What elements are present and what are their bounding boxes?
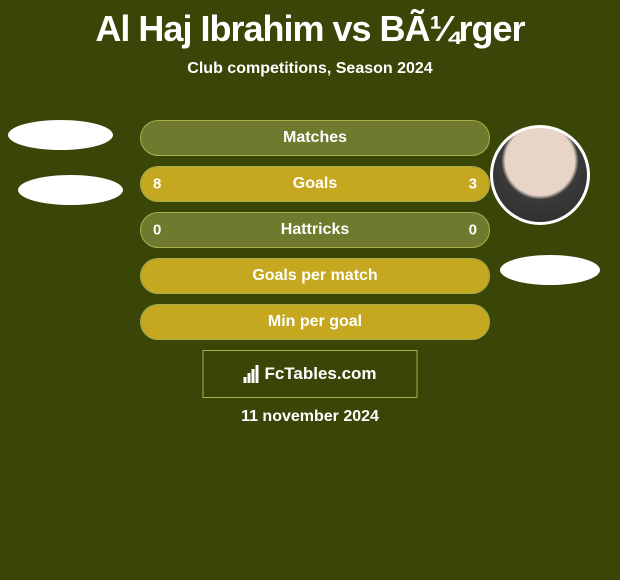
bar-value-right: 0 bbox=[469, 222, 477, 239]
bar-fill-left bbox=[141, 167, 374, 201]
bar-value-left: 0 bbox=[153, 222, 161, 239]
watermark: FcTables.com bbox=[203, 350, 418, 398]
bar-value-left: 8 bbox=[153, 176, 161, 193]
page-title: Al Haj Ibrahim vs BÃ¼rger bbox=[0, 0, 620, 50]
player-left-avatar-1 bbox=[8, 120, 113, 150]
date-text: 11 november 2024 bbox=[241, 408, 379, 426]
bar-label: Matches bbox=[283, 129, 347, 147]
bar-min-per-goal: Min per goal bbox=[140, 304, 490, 340]
bar-value-right: 3 bbox=[469, 176, 477, 193]
watermark-text: FcTables.com bbox=[264, 364, 376, 384]
player-right-label-bg bbox=[500, 255, 600, 285]
bar-label: Hattricks bbox=[281, 221, 349, 239]
bar-hattricks: 0 Hattricks 0 bbox=[140, 212, 490, 248]
bar-label: Min per goal bbox=[268, 313, 362, 331]
chart-icon bbox=[243, 365, 258, 383]
player-right-avatar bbox=[490, 125, 590, 225]
bar-matches: Matches bbox=[140, 120, 490, 156]
bar-goals: 8 Goals 3 bbox=[140, 166, 490, 202]
subtitle: Club competitions, Season 2024 bbox=[0, 60, 620, 78]
bar-label: Goals bbox=[293, 175, 337, 193]
bar-goals-per-match: Goals per match bbox=[140, 258, 490, 294]
bar-label: Goals per match bbox=[252, 267, 377, 285]
comparison-bars: Matches 8 Goals 3 0 Hattricks 0 Goals pe… bbox=[140, 120, 490, 350]
player-left-avatar-2 bbox=[18, 175, 123, 205]
